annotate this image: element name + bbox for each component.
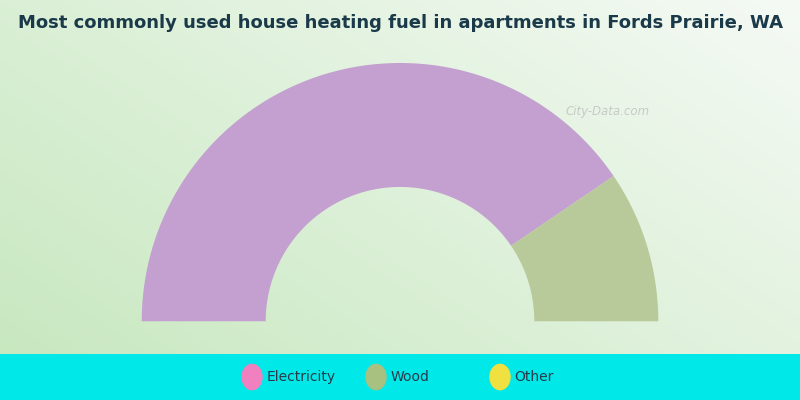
- Text: Other: Other: [514, 370, 554, 384]
- Text: Wood: Wood: [390, 370, 430, 384]
- Ellipse shape: [366, 364, 386, 390]
- Text: Most commonly used house heating fuel in apartments in Fords Prairie, WA: Most commonly used house heating fuel in…: [18, 14, 782, 32]
- Text: Electricity: Electricity: [266, 370, 335, 384]
- Polygon shape: [142, 63, 614, 321]
- Ellipse shape: [242, 364, 262, 390]
- Ellipse shape: [490, 364, 510, 390]
- Polygon shape: [511, 176, 658, 321]
- Text: City-Data.com: City-Data.com: [566, 106, 650, 118]
